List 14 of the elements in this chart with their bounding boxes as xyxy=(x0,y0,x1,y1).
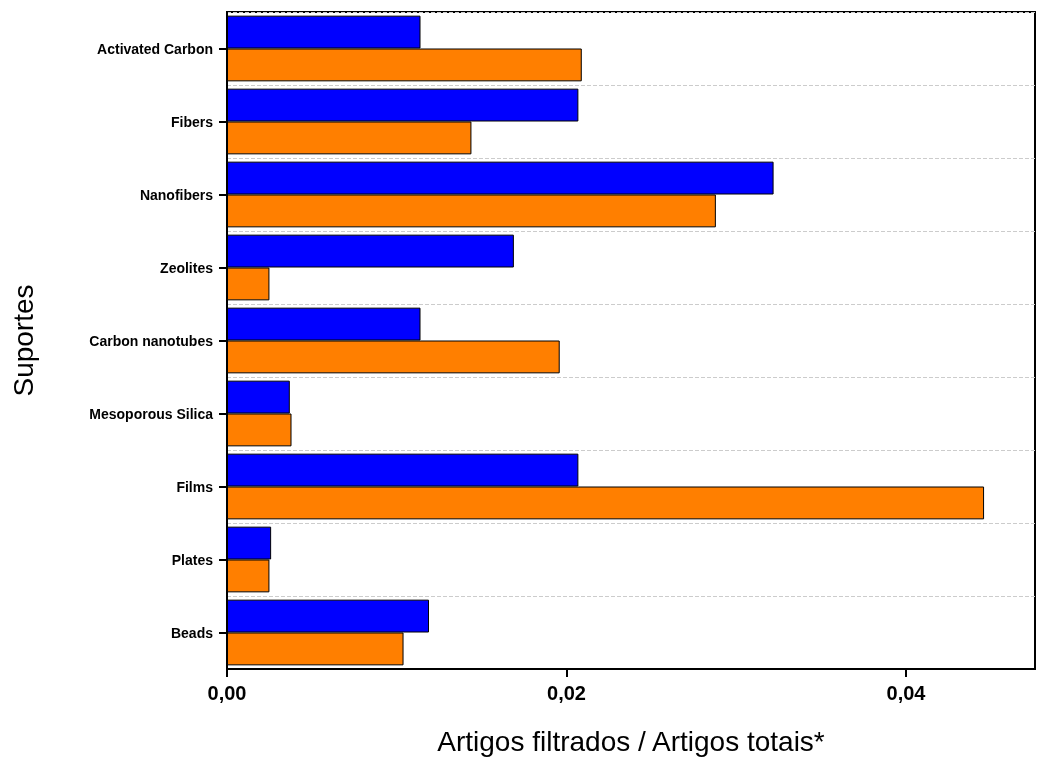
y-tick-label: Activated Carbon xyxy=(97,40,213,57)
x-axis-title: Artigos filtrados / Artigos totais* xyxy=(437,725,825,757)
y-tick-label: Beads xyxy=(170,624,214,641)
y-tick-label: Films xyxy=(176,478,214,495)
y-tick-label: Nanofibers xyxy=(139,186,214,203)
y-tick-label: Mesoporous Silica xyxy=(89,405,214,422)
y-tick-label: Zeolites xyxy=(160,259,214,276)
y-tick-label: Plates xyxy=(171,551,214,568)
y-axis-title: Suportes xyxy=(7,284,39,397)
x-tick-label: 0,00 xyxy=(207,682,247,704)
x-tick-label: 0,02 xyxy=(547,682,586,704)
y-tick-label: Carbon nanotubes xyxy=(89,332,214,349)
y-tick-label: Fibers xyxy=(170,113,214,130)
x-tick-label: 0,04 xyxy=(886,682,927,704)
